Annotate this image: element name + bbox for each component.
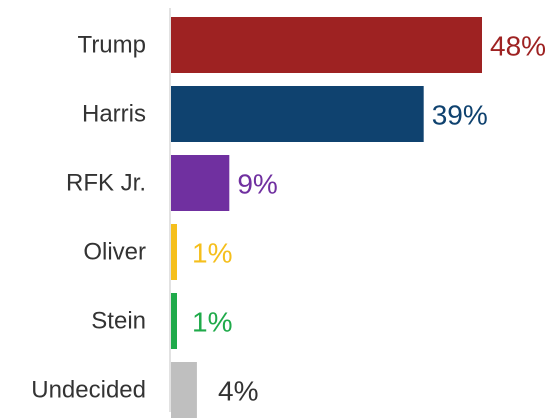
bar-oliver <box>171 224 177 280</box>
bars-layer <box>171 17 482 418</box>
value-label-harris: 39% <box>432 100 488 131</box>
value-label-undecided: 4% <box>218 376 258 407</box>
category-label-rfk-jr: RFK Jr. <box>66 170 146 197</box>
labels-layer: Trump 48% Harris 39% RFK Jr. 9% Oliver 1% Stein 1… <box>31 31 546 407</box>
bar-rfk-jr <box>171 155 230 211</box>
value-label-trump: 48% <box>490 31 546 62</box>
bar-harris <box>171 86 424 142</box>
value-label-rfk-jr: 9% <box>237 169 277 200</box>
category-label-harris: Harris <box>82 101 146 128</box>
category-label-trump: Trump <box>78 32 146 59</box>
bar-trump <box>171 17 482 73</box>
category-label-stein: Stein <box>91 308 146 335</box>
bar-stein <box>171 293 177 349</box>
value-label-oliver: 1% <box>192 238 232 269</box>
value-label-stein: 1% <box>192 307 232 338</box>
bar-undecided <box>171 362 197 418</box>
category-label-undecided: Undecided <box>31 377 146 404</box>
category-label-oliver: Oliver <box>83 239 146 266</box>
